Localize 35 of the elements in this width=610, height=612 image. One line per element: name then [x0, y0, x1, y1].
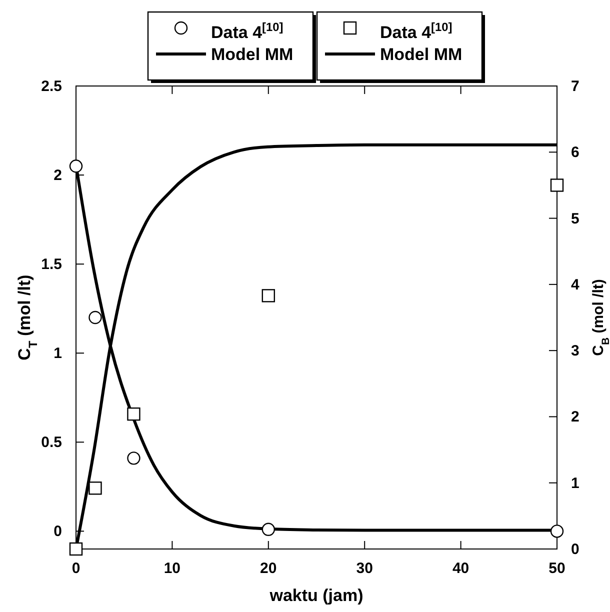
legend-label: Data 4$^{[10]}$	[380, 20, 452, 42]
y2-tick-label: 5	[571, 210, 580, 228]
y-tick-label: 1	[54, 345, 62, 362]
y-tick-label: 2.5	[41, 78, 62, 95]
x-tick-label: 50	[548, 560, 566, 577]
y2-tick-label: 7	[571, 78, 580, 95]
point	[88, 482, 102, 495]
point	[69, 542, 83, 556]
x-tick-label: 40	[452, 560, 470, 577]
y-tick-label: 1.5	[41, 256, 62, 274]
point	[88, 310, 102, 324]
y-tick-label: 0.5	[41, 434, 62, 452]
y2-tick-label: 3	[571, 342, 580, 360]
point	[550, 524, 564, 538]
y2-tick-label: 1	[571, 474, 580, 492]
x-tick-label: 0	[72, 560, 80, 577]
point	[262, 289, 275, 302]
point	[127, 452, 140, 465]
point	[550, 178, 564, 192]
y2-tick-label: 0	[571, 541, 580, 558]
point	[262, 522, 275, 536]
point	[127, 407, 140, 421]
x-tick-label: 20	[260, 560, 277, 577]
y-tick-label: 0	[54, 523, 62, 540]
x-tick-label: 10	[164, 560, 181, 577]
y2-tick-label: 4	[571, 276, 580, 294]
point	[69, 160, 83, 173]
legend-label: Model MM	[380, 45, 462, 64]
y-tick-label: 2	[54, 167, 62, 184]
legend-label: Data 4$^{[10]}$	[211, 20, 284, 42]
x-tick-label: 30	[356, 560, 373, 577]
y2-tick-label: 2	[571, 408, 580, 426]
legend-label: Model MM	[211, 45, 294, 64]
y2-tick-label: 6	[571, 144, 580, 162]
x-axis-title: waktu (jam)	[268, 586, 364, 605]
